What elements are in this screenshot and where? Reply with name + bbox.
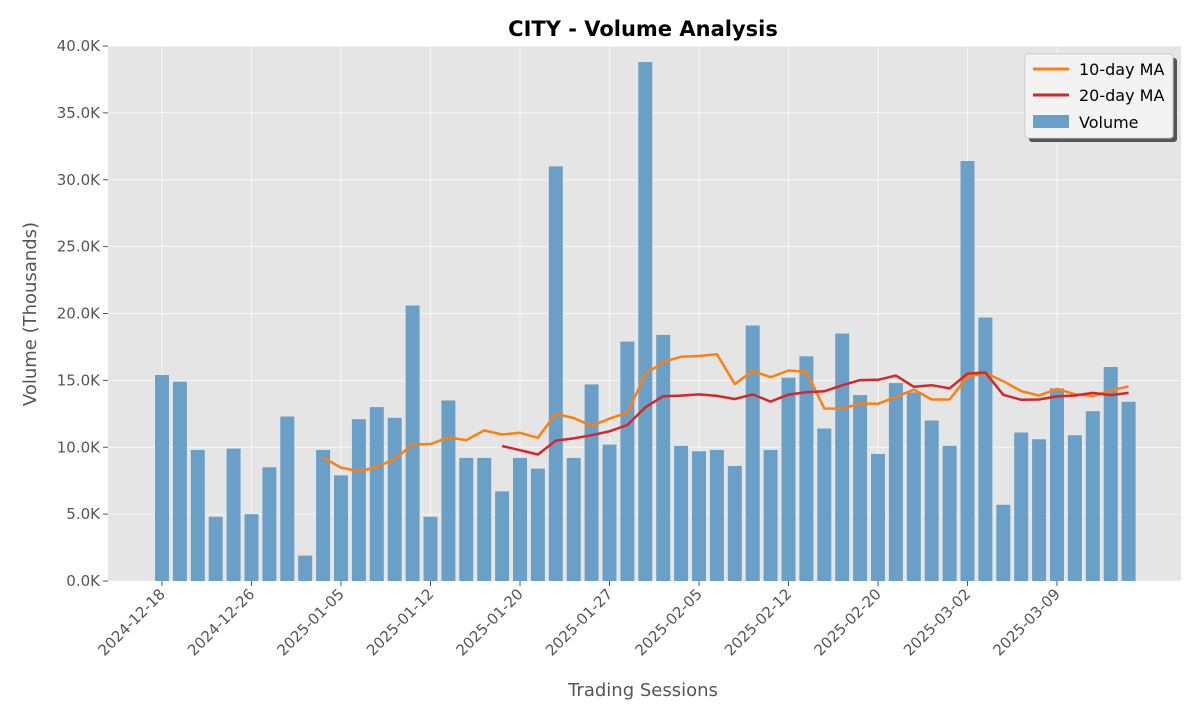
- y-tick-label: 0.0K: [66, 572, 101, 590]
- legend-swatch-volume: [1033, 115, 1069, 128]
- volume-bar: [996, 504, 1011, 581]
- ma10-line: [322, 352, 1129, 473]
- ma20-line: [501, 371, 1129, 456]
- chart-title: CITY - Volume Analysis: [508, 17, 778, 41]
- volume-bar: [674, 445, 689, 581]
- volume-bar: [387, 417, 402, 581]
- volume-bar: [441, 400, 456, 581]
- volume-bar: [1050, 388, 1064, 581]
- y-tick-label: 5.0K: [66, 505, 101, 523]
- volume-bar: [638, 62, 653, 582]
- volume-bar: [888, 383, 903, 581]
- volume-bar: [334, 475, 348, 581]
- volume-bar: [1032, 439, 1047, 581]
- volume-bar: [960, 161, 975, 581]
- volume-bar: [727, 465, 742, 581]
- volume-bar: [513, 457, 527, 581]
- volume-bar: [817, 428, 832, 581]
- legend: 10-day MA 20-day MA Volume: [1024, 53, 1177, 142]
- volume-bar: [316, 449, 331, 581]
- volume-bar: [763, 449, 778, 581]
- volume-bar: [799, 356, 814, 581]
- y-tick-label: 20.0K: [57, 305, 101, 323]
- volume-bar: [530, 468, 545, 581]
- volume-bar: [781, 377, 796, 581]
- volume-bar: [835, 333, 850, 581]
- y-tick-label: 40.0K: [57, 37, 101, 55]
- y-tick-label: 30.0K: [57, 171, 101, 189]
- y-tick-label: 25.0K: [57, 238, 101, 256]
- volume-bar: [477, 457, 492, 581]
- volume-bar: [172, 381, 187, 581]
- volume-bar: [906, 392, 921, 581]
- volume-bar: [495, 491, 510, 581]
- volume-bar: [745, 325, 760, 581]
- volume-bar: [298, 555, 313, 581]
- volume-bar: [548, 166, 563, 581]
- volume-bar: [244, 514, 259, 581]
- y-tick-label: 35.0K: [57, 104, 101, 122]
- volume-bar: [853, 395, 868, 581]
- volume-bar: [1014, 432, 1029, 581]
- volume-bar: [208, 516, 223, 581]
- volume-bar: [656, 334, 671, 581]
- volume-bars: [155, 62, 1136, 582]
- x-axis-label: Trading Sessions: [567, 680, 718, 701]
- volume-bar: [709, 449, 724, 581]
- volume-bar: [155, 375, 169, 581]
- volume-bar: [942, 445, 957, 581]
- volume-bar: [1121, 401, 1136, 581]
- volume-bar: [405, 305, 420, 581]
- volume-bar: [871, 453, 885, 581]
- legend-label-ma10: 10-day MA: [1079, 60, 1164, 79]
- volume-bar: [369, 407, 384, 581]
- volume-bar: [190, 449, 205, 581]
- y-axis-label: Volume (Thousands): [20, 222, 41, 406]
- volume-bar: [924, 420, 939, 581]
- volume-bar: [602, 444, 617, 581]
- volume-bar: [351, 419, 366, 581]
- volume-bar: [978, 317, 993, 581]
- legend-label-ma20: 20-day MA: [1079, 86, 1164, 105]
- y-axis-ticks: 0.0K 5.0K 10.0K 15.0K 20.0K 25.0K 30.0K 35.0K 40…: [57, 37, 108, 590]
- volume-bar: [620, 341, 635, 581]
- volume-bar: [226, 448, 241, 581]
- volume-bar: [423, 516, 438, 581]
- y-tick-label: 15.0K: [57, 371, 101, 389]
- volume-bar: [692, 451, 706, 581]
- volume-bar: [1067, 435, 1082, 581]
- volume-bar: [1103, 367, 1118, 581]
- volume-bar: [262, 467, 277, 581]
- legend-label-volume: Volume: [1079, 113, 1139, 132]
- y-tick-label: 10.0K: [57, 438, 101, 456]
- volume-bar: [584, 384, 599, 581]
- volume-bar: [1085, 411, 1100, 581]
- moving-average-lines: [322, 352, 1129, 473]
- volume-bar: [459, 457, 474, 581]
- volume-bar: [280, 416, 295, 581]
- volume-bar: [566, 457, 581, 581]
